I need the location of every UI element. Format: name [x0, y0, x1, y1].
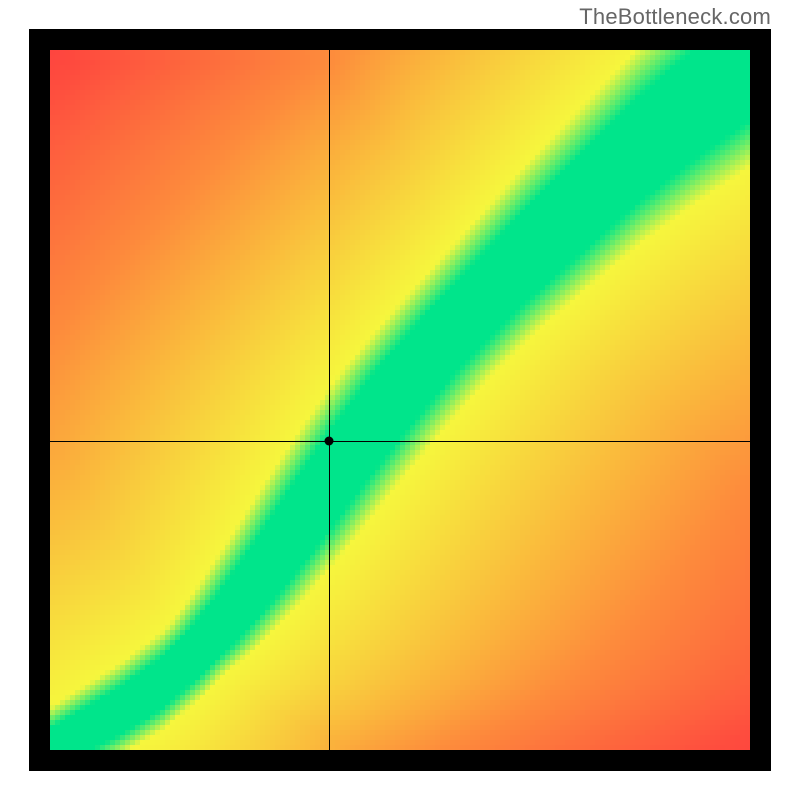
crosshair-horizontal [50, 441, 750, 442]
heatmap-canvas [50, 50, 750, 750]
crosshair-vertical [329, 50, 330, 750]
chart-plot-area [50, 50, 750, 750]
watermark-text: TheBottleneck.com [579, 4, 771, 30]
crosshair-marker [324, 437, 333, 446]
chart-container: TheBottleneck.com [0, 0, 800, 800]
chart-border [29, 29, 771, 771]
